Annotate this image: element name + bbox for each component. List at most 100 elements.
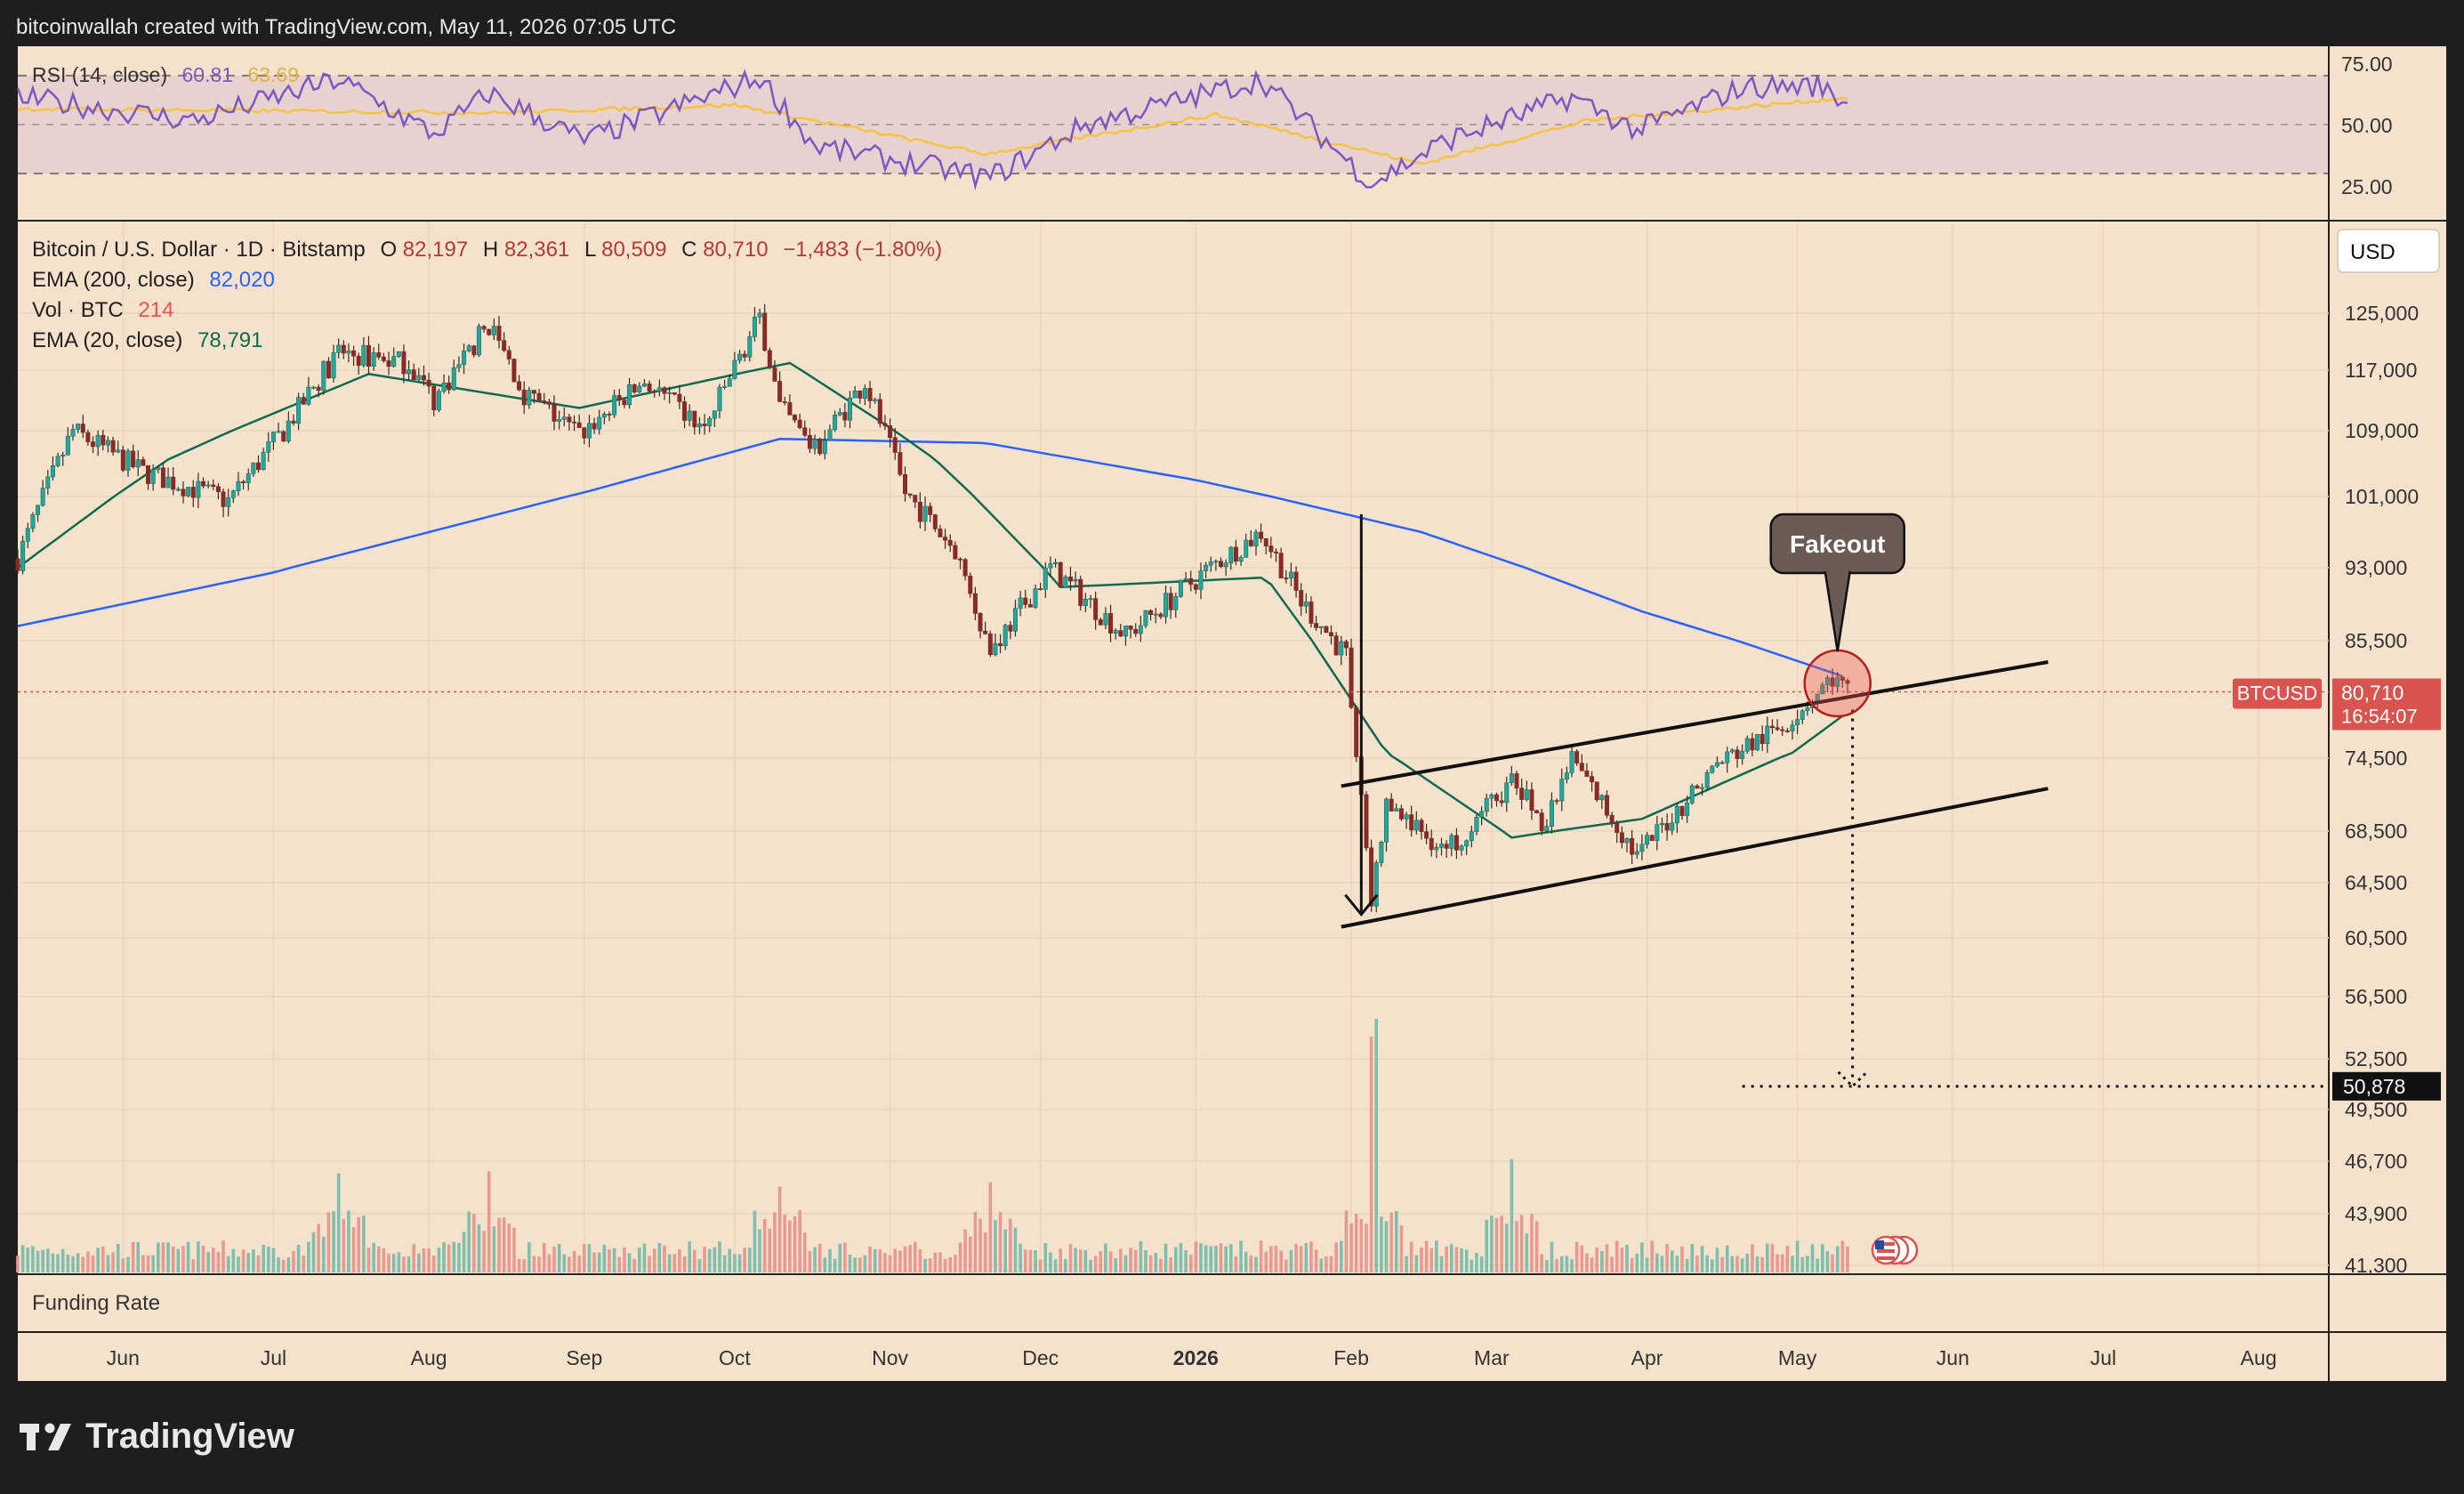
countdown-value: 16:54:07: [2341, 705, 2418, 727]
time-axis-label[interactable]: Aug: [411, 1346, 447, 1369]
time-axis-label[interactable]: Sep: [566, 1346, 602, 1369]
economic-events-icon[interactable]: [1871, 1235, 1919, 1265]
currency-label[interactable]: USD: [2350, 240, 2396, 264]
volume-bar: [527, 1242, 531, 1272]
price-tick-label[interactable]: 56,500: [2345, 985, 2407, 1008]
svg-text:RSI (14, close) 60.81: RSI (14, close) 60.81 63.69: [32, 63, 299, 86]
price-tick-label[interactable]: 101,000: [2345, 485, 2419, 508]
volume-bar: [402, 1256, 406, 1272]
volume-bar: [1740, 1258, 1744, 1272]
volume-bar: [532, 1256, 536, 1272]
price-tick-label[interactable]: 60,500: [2345, 926, 2407, 949]
candle-body: [833, 414, 838, 431]
time-axis-label[interactable]: Apr: [1631, 1346, 1663, 1369]
volume-bar: [281, 1259, 286, 1272]
candle-body: [70, 429, 76, 437]
candle-body: [40, 488, 45, 506]
time-axis-label[interactable]: 2026: [1173, 1346, 1219, 1369]
price-tick-label[interactable]: 52,500: [2345, 1047, 2407, 1070]
volume-bar: [1846, 1246, 1849, 1272]
drop-arrow-head: [1344, 893, 1379, 917]
volume-bar: [226, 1256, 230, 1272]
time-axis-label[interactable]: May: [1778, 1346, 1817, 1369]
price-tick-label[interactable]: 74,500: [2345, 747, 2407, 770]
volume-bar: [1519, 1215, 1524, 1272]
volume-bar: [908, 1245, 912, 1272]
candle-body: [496, 326, 502, 341]
volume-bar: [1525, 1233, 1529, 1272]
time-axis-label[interactable]: Jun: [107, 1346, 140, 1369]
candle-body: [1484, 797, 1489, 812]
ema20-legend-label: EMA (20, close): [32, 328, 182, 352]
time-axis[interactable]: Jun Jul Aug Sep Oct Nov Dec 2026 Feb Mar Apr May Jun…: [107, 1346, 2277, 1369]
candle-body: [1259, 531, 1264, 539]
price-tick-label[interactable]: 46,700: [2345, 1150, 2407, 1173]
time-axis-label[interactable]: Feb: [1333, 1346, 1369, 1369]
time-axis-label[interactable]: Nov: [872, 1346, 908, 1369]
time-axis-label[interactable]: Jul: [261, 1346, 286, 1369]
candle-body: [892, 437, 898, 453]
time-axis-label[interactable]: Mar: [1474, 1346, 1510, 1369]
volume-bar: [1009, 1218, 1012, 1272]
price-tick-label[interactable]: 125,000: [2345, 302, 2419, 325]
price-tick-label[interactable]: 85,500: [2345, 629, 2407, 652]
price-axis[interactable]: 125,000 117,000 109,000 101,000 93,000 85,500…: [2345, 302, 2419, 1277]
rsi-legend: RSI (14, close) 60.81 63.69: [32, 63, 299, 86]
candle-body: [226, 497, 231, 507]
time-axis-label[interactable]: Dec: [1022, 1346, 1059, 1369]
volume-bar: [321, 1236, 326, 1272]
volume-bar: [16, 1256, 20, 1272]
volume-bar: [507, 1223, 511, 1272]
volume-bar: [362, 1215, 366, 1272]
price-tick-label[interactable]: 117,000: [2345, 359, 2417, 382]
time-axis-label[interactable]: Aug: [2241, 1346, 2277, 1369]
volume-bar: [36, 1250, 40, 1272]
volume-bar: [627, 1253, 632, 1272]
candle-body: [321, 360, 326, 392]
candle-body: [1449, 835, 1454, 849]
price-tick-label[interactable]: 93,000: [2345, 556, 2407, 579]
volume-bar: [1695, 1255, 1699, 1272]
close-value: 80,710: [703, 238, 768, 262]
volume-bar: [868, 1247, 872, 1272]
time-axis-label[interactable]: Jul: [2090, 1346, 2116, 1369]
price-tick-label[interactable]: 64,500: [2345, 871, 2407, 894]
volume-bar: [798, 1210, 801, 1272]
price-tick-label[interactable]: 43,900: [2345, 1202, 2407, 1225]
rsi-legend-value: 60.81: [182, 63, 234, 86]
candle-body: [1183, 578, 1188, 581]
volume-bar: [602, 1245, 607, 1272]
candle-body: [1263, 538, 1268, 546]
volume-bar: [1304, 1242, 1308, 1272]
price-tick-label[interactable]: 109,000: [2345, 419, 2419, 442]
price-tick-label[interactable]: 68,500: [2345, 820, 2407, 843]
volume-legend-value: 214: [138, 298, 173, 322]
candle-body: [968, 575, 973, 594]
volume-bar: [431, 1256, 436, 1272]
candle-body: [552, 404, 557, 422]
time-axis-label[interactable]: Oct: [719, 1346, 751, 1369]
candle-body: [1193, 584, 1198, 590]
candle-body: [647, 384, 652, 392]
candle-body: [1800, 710, 1805, 720]
volume-bar: [1504, 1223, 1509, 1272]
candle-body: [175, 489, 181, 491]
price-tick-label[interactable]: 49,500: [2345, 1098, 2407, 1121]
volume-bar: [1720, 1256, 1724, 1272]
candle-body: [1504, 782, 1510, 804]
price-tick-label[interactable]: 41,300: [2345, 1254, 2407, 1277]
volume-bar: [1139, 1240, 1143, 1272]
rsi-tick-75: 75.00: [2341, 52, 2393, 76]
volume-bar: [1129, 1248, 1132, 1272]
volume-bar: [422, 1248, 426, 1272]
candle-body: [527, 390, 532, 406]
time-axis-label[interactable]: Jun: [1937, 1346, 1969, 1369]
currency-selector[interactable]: USD: [2337, 229, 2440, 273]
candle-body: [682, 401, 688, 421]
target-price-tag: [2332, 1071, 2441, 1101]
candle-body: [1750, 738, 1755, 751]
candle-body: [1569, 751, 1574, 773]
volume-bar: [747, 1248, 752, 1272]
candle-body: [366, 344, 371, 367]
